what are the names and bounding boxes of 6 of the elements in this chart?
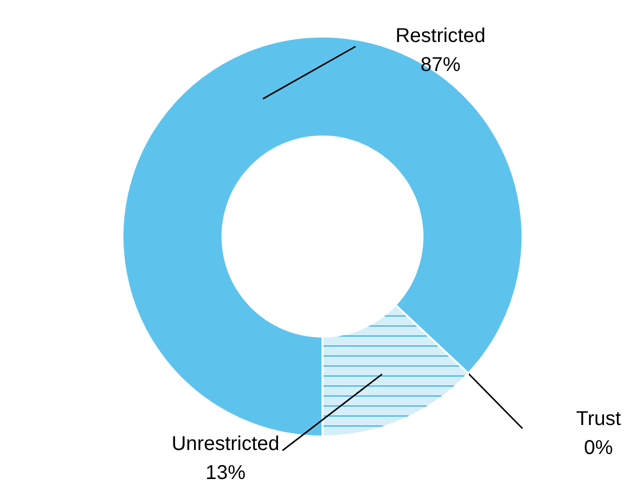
category-label: Trust	[576, 408, 621, 430]
slice-label: Unrestricted	[172, 433, 280, 456]
slice-label: Restricted	[395, 25, 486, 48]
data-label: 87%	[420, 54, 461, 76]
text: 0%	[584, 436, 613, 459]
data-label: 13%	[205, 462, 246, 484]
